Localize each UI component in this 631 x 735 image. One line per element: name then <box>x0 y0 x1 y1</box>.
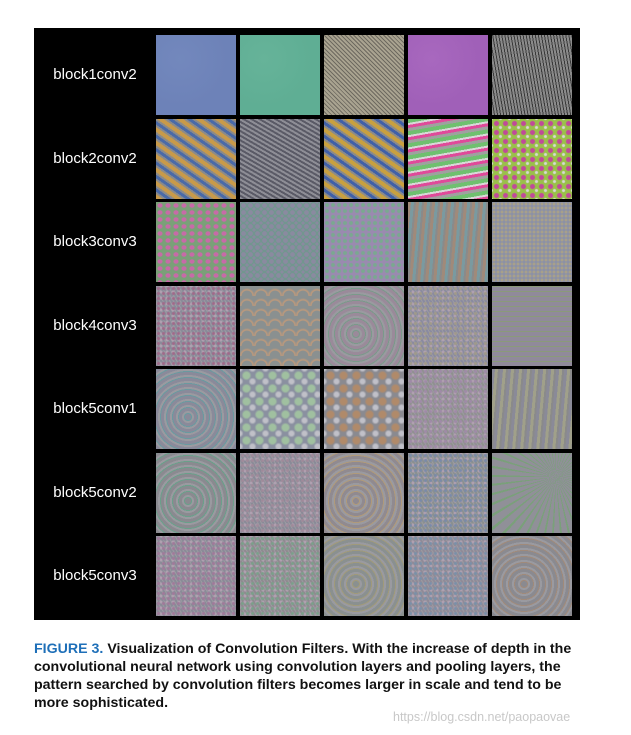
row-label: block5conv2 <box>53 483 137 501</box>
figure-caption: FIGURE 3. Visualization of Convolution F… <box>34 640 594 712</box>
filter-tile <box>408 35 488 115</box>
filter-tile <box>156 452 236 533</box>
filter-tile <box>408 202 488 282</box>
row-label: block1conv2 <box>53 66 137 83</box>
filter-tile <box>156 35 236 115</box>
filter-tile <box>492 369 572 449</box>
figure-number: FIGURE 3. <box>34 641 104 657</box>
watermark: https://blog.csdn.net/paopaovae <box>393 710 571 724</box>
filter-tile <box>240 536 320 616</box>
filter-tile <box>408 536 488 616</box>
filter-tile <box>324 35 404 115</box>
filter-tile <box>408 369 488 449</box>
filter-tile <box>492 118 572 199</box>
filter-tile <box>324 369 404 449</box>
filter-tile <box>324 285 404 366</box>
row-label: block5conv1 <box>53 400 137 417</box>
row-label: block2conv2 <box>53 149 137 167</box>
filter-tile <box>156 118 236 199</box>
caption-text: Visualization of Convolution Filters. Wi… <box>34 641 572 711</box>
filter-tile <box>492 35 572 115</box>
filter-tile <box>324 536 404 616</box>
filter-tile <box>240 202 320 282</box>
filter-tile <box>408 452 488 533</box>
filter-tile <box>156 202 236 282</box>
filter-tile <box>156 536 236 616</box>
row-label: block3conv3 <box>53 233 137 250</box>
filter-tile <box>240 369 320 449</box>
row-label: block5conv3 <box>53 567 137 584</box>
filter-tile <box>324 452 404 533</box>
filter-visualization-grid: block1conv2 block2conv2 block3conv3 block4c… <box>34 28 580 620</box>
filter-tile <box>240 118 320 199</box>
filter-tile <box>492 202 572 282</box>
filter-tile <box>156 285 236 366</box>
filter-tile <box>492 285 572 366</box>
filter-tile <box>324 202 404 282</box>
filter-tile <box>324 118 404 199</box>
filter-tile <box>408 118 488 199</box>
filter-tile <box>240 35 320 115</box>
filter-tile <box>408 285 488 366</box>
row-label: block4conv3 <box>53 316 137 334</box>
filter-tile <box>240 452 320 533</box>
filter-tile <box>240 285 320 366</box>
filter-tile <box>492 536 572 616</box>
filter-tile <box>156 369 236 449</box>
filter-tile <box>492 452 572 533</box>
